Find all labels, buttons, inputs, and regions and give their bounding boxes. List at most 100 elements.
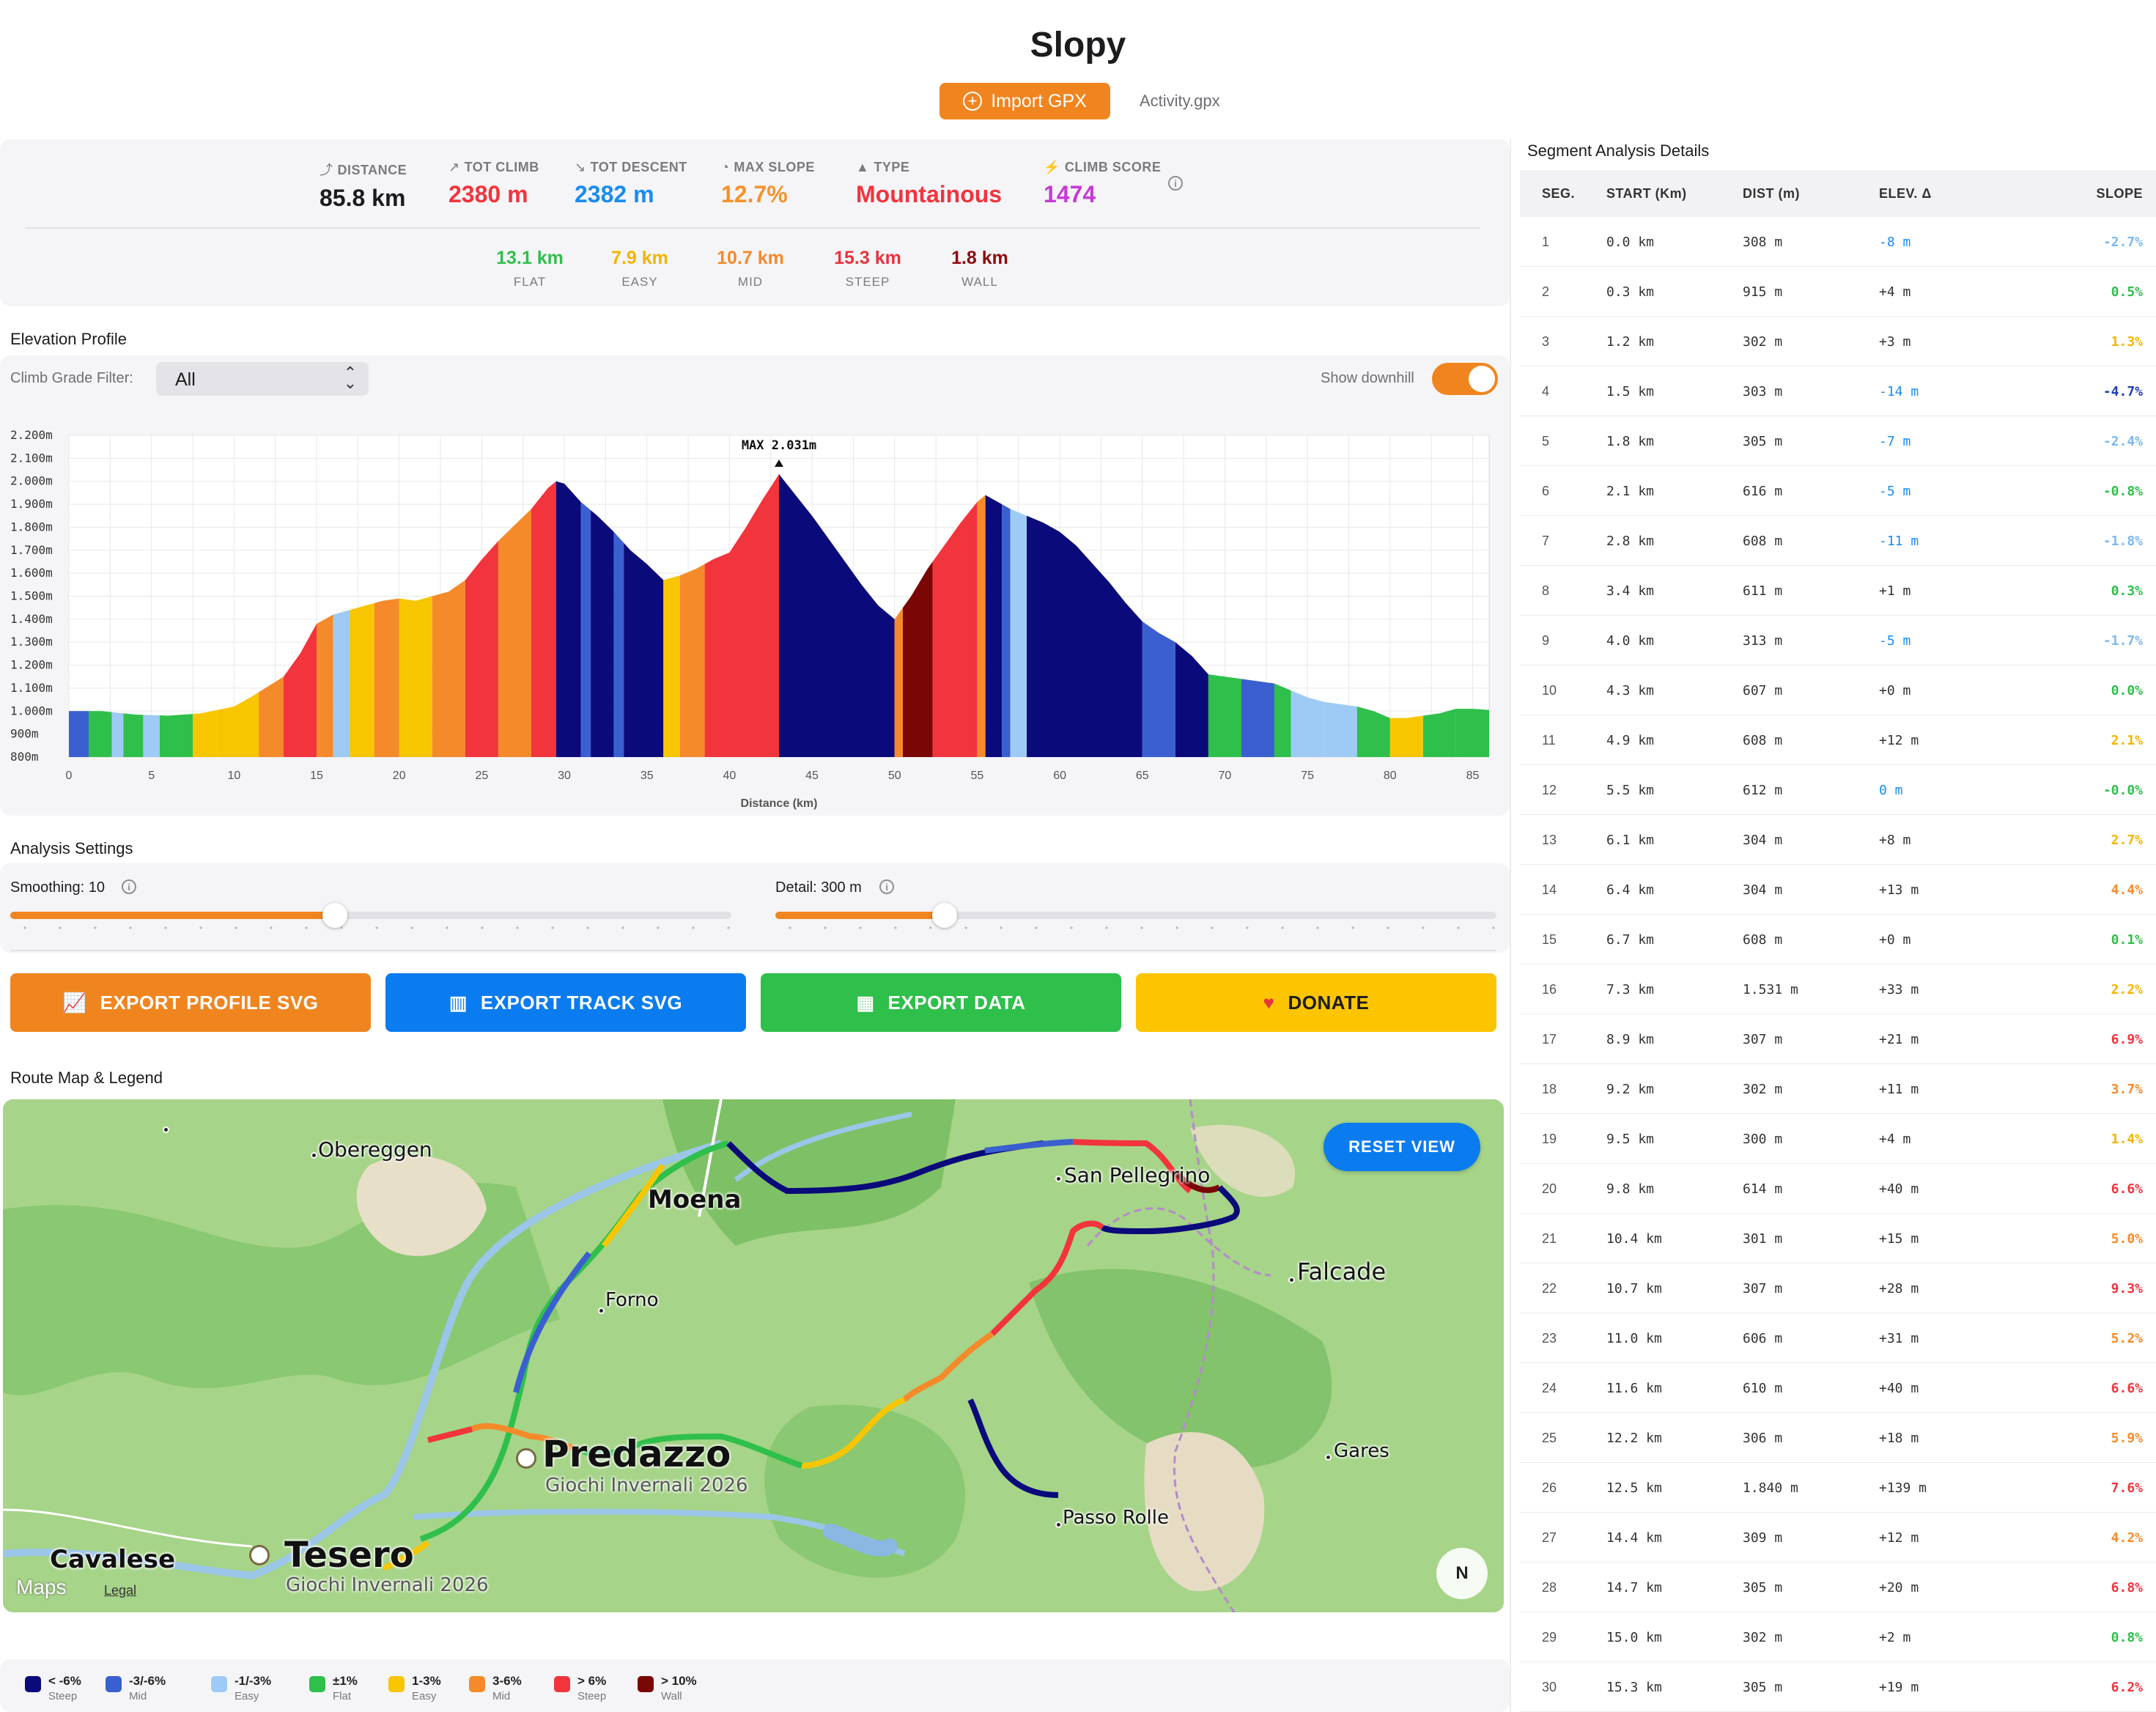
import-gpx-button[interactable]: + Import GPX (939, 83, 1110, 119)
cell-elev: +18 m (1879, 1431, 1919, 1446)
place-dot (1288, 1277, 1295, 1283)
show-downhill-toggle[interactable] (1432, 363, 1498, 395)
cell-slope: 6.8% (2111, 1580, 2143, 1595)
table-row[interactable]: 13 6.1 km 304 m +8 m 2.7% (1520, 815, 2156, 865)
donate-button[interactable]: ♥ DONATE (1136, 973, 1496, 1032)
table-row[interactable]: 20 9.8 km 614 m +40 m 6.6% (1520, 1164, 2156, 1214)
table-row[interactable]: 24 11.6 km 610 m +40 m 6.6% (1520, 1363, 2156, 1413)
legal-link[interactable]: Legal (104, 1583, 137, 1598)
table-row[interactable]: 9 4.0 km 313 m -5 m -1.7% (1520, 616, 2156, 665)
smoothing-slider[interactable] (10, 903, 731, 928)
table-row[interactable]: 12 5.5 km 612 m 0 m -0.0% (1520, 765, 2156, 815)
table-row[interactable]: 4 1.5 km 303 m -14 m -4.7% (1520, 366, 2156, 416)
category-label: WALL (961, 275, 998, 289)
cell-elev: +139 m (1879, 1480, 1927, 1496)
cell-start: 5.5 km (1606, 783, 1655, 798)
max-marker-icon (775, 459, 783, 467)
table-row[interactable]: 19 9.5 km 300 m +4 m 1.4% (1520, 1114, 2156, 1164)
stat-type: ▲ TYPE Mountainous (856, 160, 1002, 208)
cell-dist: 305 m (1743, 1580, 1783, 1595)
cell-slope: -1.7% (2103, 633, 2143, 649)
table-row[interactable]: 14 6.4 km 304 m +13 m 4.4% (1520, 865, 2156, 915)
cell-slope: 0.3% (2111, 583, 2143, 599)
cell-dist: 915 m (1743, 284, 1783, 300)
x-tick-label: 10 (227, 770, 240, 782)
legend-swatch (25, 1676, 41, 1692)
profile-segment (977, 473, 986, 757)
cell-slope: 2.1% (2111, 733, 2143, 748)
detail-slider[interactable] (775, 903, 1496, 928)
stat-tot-descent: ↘ TOT DESCENT 2382 m (575, 160, 687, 208)
legend-item: > 6% Steep (554, 1674, 606, 1702)
table-row[interactable]: 15 6.7 km 608 m +0 m 0.1% (1520, 915, 2156, 964)
cell-seg: 10 (1542, 683, 1557, 698)
legend-grade: Flat (333, 1690, 352, 1702)
cell-seg: 21 (1542, 1231, 1557, 1246)
table-row[interactable]: 29 15.0 km 302 m +2 m 0.8% (1520, 1612, 2156, 1662)
y-tick-label: 1.300m (10, 635, 53, 649)
table-row[interactable]: 8 3.4 km 611 m +1 m 0.3% (1520, 566, 2156, 616)
info-icon[interactable]: i (1168, 176, 1183, 191)
cell-seg: 13 (1542, 833, 1557, 847)
plus-icon: + (963, 92, 983, 111)
table-row[interactable]: 2 0.3 km 915 m +4 m 0.5% (1520, 267, 2156, 317)
table-row[interactable]: 22 10.7 km 307 m +28 m 9.3% (1520, 1263, 2156, 1313)
table-row[interactable]: 11 4.9 km 608 m +12 m 2.1% (1520, 715, 2156, 765)
cell-slope: 1.4% (2111, 1132, 2143, 1147)
compass-label: N (1455, 1563, 1469, 1583)
compass-button[interactable]: N (1436, 1548, 1488, 1599)
cell-slope: -0.0% (2103, 783, 2143, 798)
table-row[interactable]: 5 1.8 km 305 m -7 m -2.4% (1520, 416, 2156, 466)
legend-range: 3-6% (492, 1674, 522, 1688)
table-row[interactable]: 25 12.2 km 306 m +18 m 5.9% (1520, 1413, 2156, 1463)
cell-seg: 5 (1542, 434, 1550, 449)
table-row[interactable]: 27 14.4 km 309 m +12 m 4.2% (1520, 1513, 2156, 1562)
reset-view-button[interactable]: RESET VIEW (1323, 1123, 1480, 1171)
cell-elev: +40 m (1879, 1381, 1919, 1396)
cell-elev: +15 m (1879, 1231, 1919, 1247)
detail-slider-knob[interactable] (932, 903, 958, 928)
table-row[interactable]: 10 4.3 km 607 m +0 m 0.0% (1520, 665, 2156, 715)
table-row[interactable]: 1 0.0 km 308 m -8 m -2.7% (1520, 217, 2156, 267)
cell-elev: +31 m (1879, 1331, 1919, 1346)
cell-dist: 306 m (1743, 1431, 1783, 1446)
cell-start: 10.4 km (1606, 1231, 1662, 1247)
export-profile-svg-button[interactable]: 📈 EXPORT PROFILE SVG (10, 973, 371, 1032)
app-title: Slopy (1030, 26, 1126, 64)
table-row[interactable]: 23 11.0 km 606 m +31 m 5.2% (1520, 1313, 2156, 1363)
cell-start: 15.0 km (1606, 1630, 1662, 1645)
place-dot (1055, 1521, 1062, 1528)
legend-range: > 10% (661, 1674, 697, 1688)
cell-seg: 20 (1542, 1181, 1557, 1196)
grade-filter-select[interactable]: All ⌃ ⌄ (156, 362, 369, 396)
table-row[interactable]: 6 2.1 km 616 m -5 m -0.8% (1520, 466, 2156, 516)
cell-start: 6.1 km (1606, 833, 1655, 848)
table-row[interactable]: 7 2.8 km 608 m -11 m -1.8% (1520, 516, 2156, 566)
profile-segment (580, 473, 591, 757)
stat-label: ▲ TYPE (856, 160, 910, 174)
cell-seg: 23 (1542, 1331, 1557, 1346)
table-row[interactable]: 26 12.5 km 1.840 m +139 m 7.6% (1520, 1463, 2156, 1513)
legend-swatch (106, 1676, 122, 1692)
table-row[interactable]: 18 9.2 km 302 m +11 m 3.7% (1520, 1064, 2156, 1114)
table-row[interactable]: 28 14.7 km 305 m +20 m 6.8% (1520, 1562, 2156, 1612)
cell-dist: 616 m (1743, 484, 1783, 499)
table-row[interactable]: 21 10.4 km 301 m +15 m 5.0% (1520, 1214, 2156, 1263)
max-elevation-label: MAX 2.031m (742, 438, 816, 453)
export-track-svg-button[interactable]: ▥ EXPORT TRACK SVG (385, 973, 746, 1032)
detail-info-icon[interactable]: i (879, 879, 894, 894)
export-data-button[interactable]: ▦ EXPORT DATA (761, 973, 1121, 1032)
cell-start: 14.4 km (1606, 1530, 1662, 1546)
y-tick-label: 1.700m (10, 543, 53, 557)
cell-slope: 2.2% (2111, 982, 2143, 997)
table-row[interactable]: 30 15.3 km 305 m +19 m 6.2% (1520, 1662, 2156, 1712)
cell-dist: 304 m (1743, 882, 1783, 898)
smoothing-info-icon[interactable]: i (122, 879, 136, 894)
table-row[interactable]: 3 1.2 km 302 m +3 m 1.3% (1520, 317, 2156, 366)
x-tick-label: 25 (475, 770, 488, 782)
smoothing-slider-knob[interactable] (322, 903, 347, 928)
legend-range: > 6% (577, 1674, 607, 1688)
table-row[interactable]: 16 7.3 km 1.531 m +33 m 2.2% (1520, 964, 2156, 1014)
table-row[interactable]: 17 8.9 km 307 m +21 m 6.9% (1520, 1014, 2156, 1064)
route-map[interactable] (3, 1099, 1504, 1612)
